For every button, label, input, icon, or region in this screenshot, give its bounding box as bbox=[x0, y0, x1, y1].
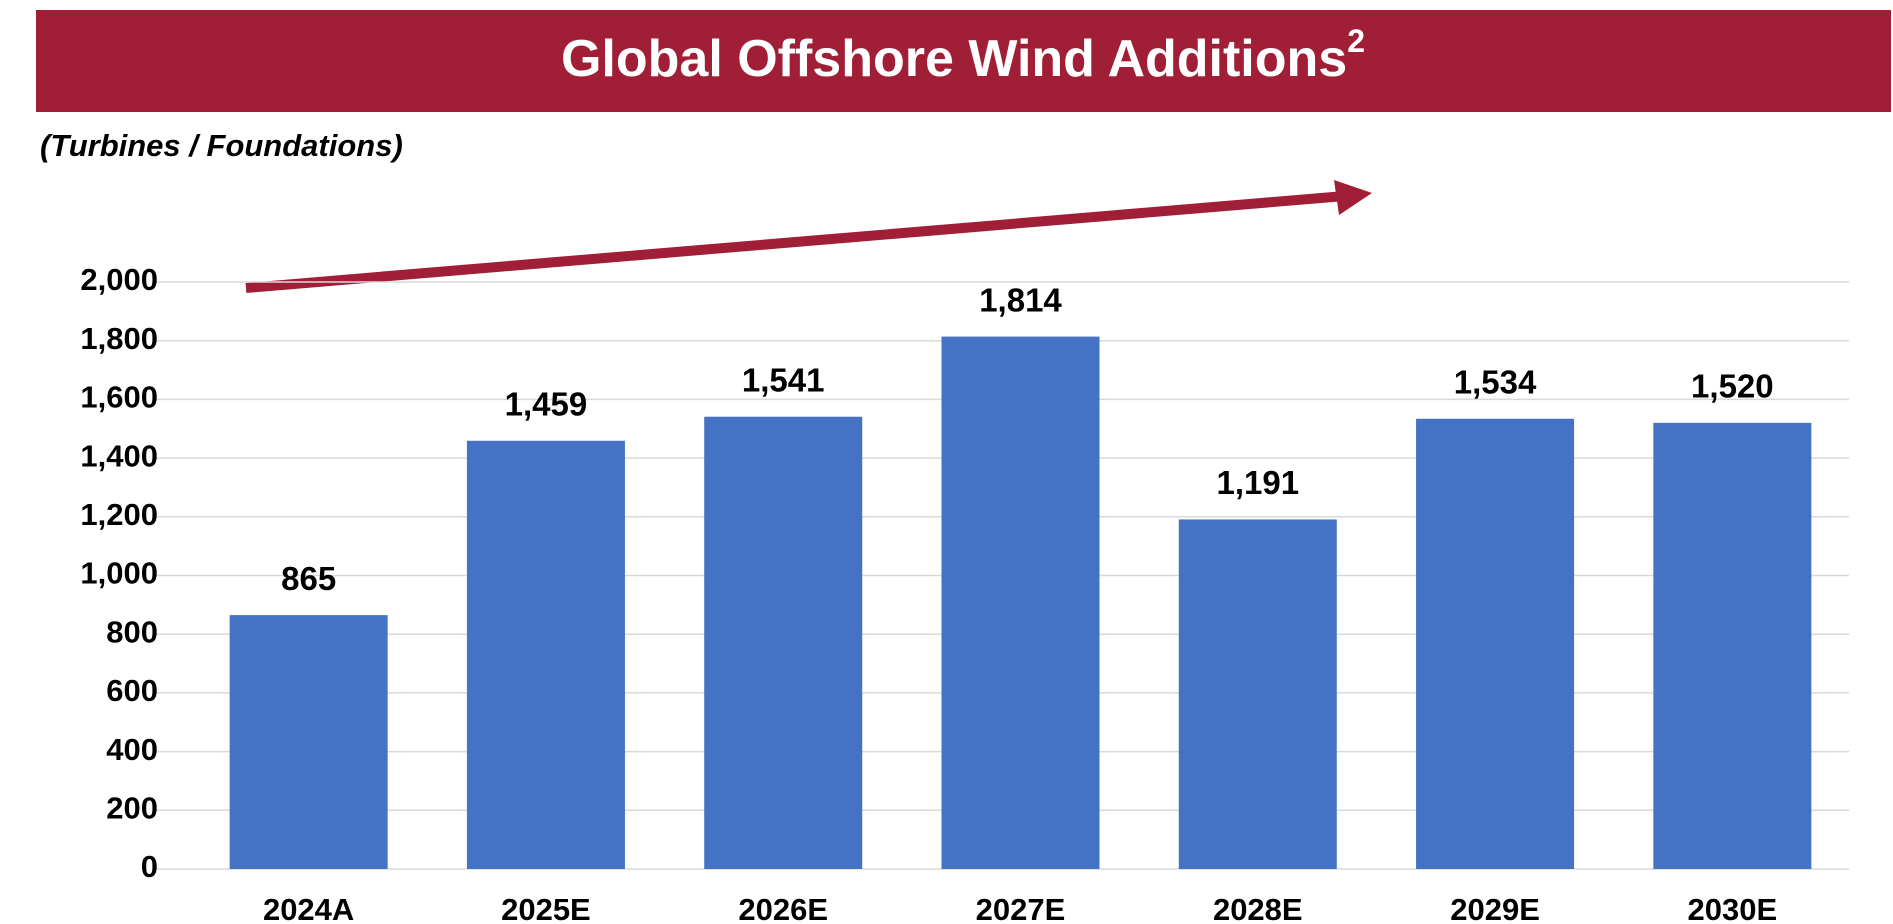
y-tick-label: 2,000 bbox=[80, 262, 158, 297]
bar bbox=[229, 615, 388, 869]
y-tick-label: 800 bbox=[106, 614, 158, 649]
y-tick-label: 200 bbox=[106, 790, 158, 825]
data-label: 1,814 bbox=[979, 281, 1062, 318]
y-tick-label: 400 bbox=[106, 732, 158, 767]
y-tick-label: 1,000 bbox=[80, 556, 158, 591]
data-label: 1,520 bbox=[1691, 368, 1774, 405]
trend-arrowhead bbox=[1334, 180, 1372, 215]
x-tick-label: 2024A bbox=[263, 892, 354, 924]
data-label: 1,534 bbox=[1454, 363, 1537, 400]
data-label: 1,459 bbox=[505, 386, 588, 423]
chart-title: Global Offshore Wind Additions2 bbox=[561, 23, 1365, 87]
x-tick-label: 2029E bbox=[1450, 892, 1540, 924]
trend-arrow bbox=[245, 191, 1346, 293]
data-label: 865 bbox=[281, 560, 336, 597]
bar bbox=[1416, 418, 1575, 869]
x-tick-label: 2030E bbox=[1688, 892, 1778, 924]
bar bbox=[941, 336, 1100, 869]
title-superscript: 2 bbox=[1347, 23, 1365, 59]
bar bbox=[466, 440, 625, 869]
data-label: 1,541 bbox=[742, 361, 825, 398]
x-tick-label: 2028E bbox=[1213, 892, 1303, 924]
bar bbox=[1653, 422, 1812, 869]
data-label: 1,191 bbox=[1216, 464, 1299, 501]
y-tick-label: 1,400 bbox=[80, 438, 158, 473]
x-tick-label: 2027E bbox=[976, 892, 1066, 924]
subtitle: (Turbines / Foundations) bbox=[40, 128, 403, 163]
bar bbox=[1178, 519, 1337, 869]
y-tick-label: 0 bbox=[141, 849, 158, 884]
y-tick-label: 1,200 bbox=[80, 497, 158, 532]
title-bar bbox=[36, 10, 1891, 112]
bar bbox=[704, 416, 863, 869]
y-tick-label: 1,800 bbox=[80, 321, 158, 356]
title-text: Global Offshore Wind Additions bbox=[561, 30, 1347, 88]
x-tick-label: 2025E bbox=[501, 892, 591, 924]
y-tick-label: 1,600 bbox=[80, 380, 158, 415]
y-tick-label: 600 bbox=[106, 673, 158, 708]
x-tick-label: 2026E bbox=[738, 892, 828, 924]
